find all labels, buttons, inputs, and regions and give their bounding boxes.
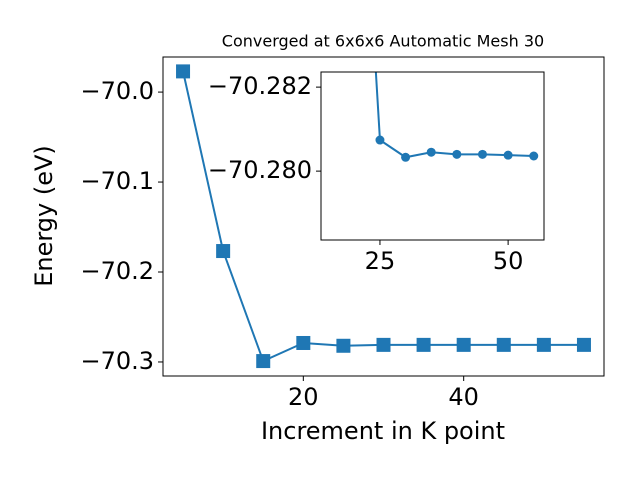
marker [452, 149, 462, 159]
marker [256, 354, 271, 369]
plot-clip [374, 72, 539, 162]
x-axis-label: Increment in K point [261, 417, 505, 445]
chart-title: Converged at 6x6x6 Automatic Mesh 30 [222, 32, 544, 51]
y-tick-label: −70.3 [80, 347, 154, 375]
marker [536, 337, 551, 352]
x-tick-label: 40 [448, 383, 479, 411]
marker [375, 135, 385, 145]
marker [576, 337, 591, 352]
y-axis-label: Energy (eV) [30, 145, 58, 287]
axes-frame [162, 56, 605, 377]
marker [477, 149, 487, 159]
marker [503, 150, 513, 160]
marker [456, 337, 471, 352]
x-tick-label: 25 [365, 247, 396, 275]
y-tick-label: −70.2 [80, 257, 154, 285]
marker [529, 151, 539, 161]
x-tick-label: 50 [493, 247, 524, 275]
plot-clip [176, 64, 591, 369]
marker [376, 337, 391, 352]
marker [496, 337, 511, 352]
marker [296, 335, 311, 350]
y-tick-label: −70.282 [208, 72, 312, 100]
x-tick-label: 20 [288, 383, 319, 411]
marker [416, 337, 431, 352]
marker [216, 244, 231, 259]
axes-frame [320, 71, 545, 241]
y-tick-label: −70.280 [208, 156, 312, 184]
y-tick-label: −70.1 [80, 167, 154, 195]
marker [336, 338, 351, 353]
y-tick-label: −70.0 [80, 77, 154, 105]
marker [176, 64, 191, 79]
marker [401, 152, 411, 162]
marker [426, 147, 436, 157]
